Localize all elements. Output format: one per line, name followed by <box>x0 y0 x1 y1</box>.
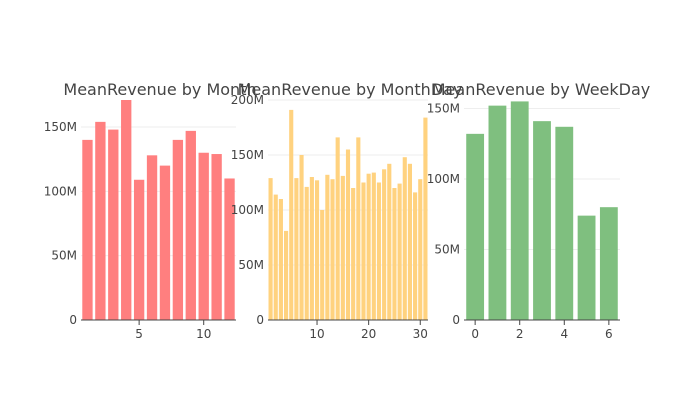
bar <box>387 163 392 320</box>
bar <box>133 179 145 320</box>
bar <box>121 100 132 320</box>
bar <box>510 101 529 321</box>
bar <box>172 139 184 320</box>
bar <box>345 149 351 320</box>
y-tick-label: 0 <box>452 313 460 327</box>
y-tick-label: 0 <box>69 313 77 327</box>
x-tick-label: 10 <box>309 327 324 341</box>
bar <box>314 180 320 320</box>
bar <box>320 210 325 320</box>
chart-panel-3: 0 50M 100M 150M 0 2 4 6 MeanRevenue by WeekDay <box>427 80 651 341</box>
bar <box>376 182 382 320</box>
bar <box>198 152 209 320</box>
x-tick-label: 30 <box>413 327 428 341</box>
bar <box>533 121 551 321</box>
bar <box>294 178 299 320</box>
x-tick-label: 4 <box>560 327 568 341</box>
x-tick-label: 2 <box>516 327 524 341</box>
bar <box>577 215 596 320</box>
x-tick-label: 5 <box>135 327 143 341</box>
y-tick-label: 50M <box>51 249 77 263</box>
bar <box>382 169 387 320</box>
bar <box>299 155 304 320</box>
bar <box>309 177 314 320</box>
bar <box>340 175 345 320</box>
bar <box>413 192 418 320</box>
bar <box>278 199 283 320</box>
chart-panel-1: 0 50M 100M 150M 5 10 MeanRevenue by Month <box>44 80 257 341</box>
bar <box>224 178 235 320</box>
bar <box>335 137 340 320</box>
bar <box>371 172 376 320</box>
bar <box>418 179 423 320</box>
bar <box>95 121 106 321</box>
y-tick-label: 150M <box>231 148 264 162</box>
bar <box>284 230 289 320</box>
bar <box>402 157 407 320</box>
y-tick-label: 150M <box>44 120 77 134</box>
chart-title: MeanRevenue by MonthDay <box>238 80 463 99</box>
bar <box>185 130 196 320</box>
bar <box>555 126 574 321</box>
y-tick-label: 100M <box>231 203 264 217</box>
bar <box>325 174 330 320</box>
y-tick-label: 150M <box>427 101 460 115</box>
bar <box>273 194 278 320</box>
y-tick-label: 0 <box>256 313 264 327</box>
bar <box>268 178 273 320</box>
y-tick-label: 100M <box>44 184 77 198</box>
chart-title: MeanRevenue by WeekDay <box>432 80 651 99</box>
x-tick-label: 6 <box>605 327 613 341</box>
bar <box>304 186 309 320</box>
y-tick-label: 50M <box>238 258 264 272</box>
chart-title: MeanRevenue by Month <box>63 80 256 99</box>
bar <box>356 137 361 320</box>
y-tick-label: 100M <box>427 172 460 186</box>
y-tick-label: 200M <box>231 93 264 107</box>
bar <box>599 207 618 320</box>
bar <box>488 105 507 321</box>
bar <box>289 109 294 321</box>
bar <box>466 133 485 320</box>
bar <box>211 154 222 320</box>
bar <box>159 165 171 320</box>
y-tick-label: 50M <box>434 242 460 256</box>
bar <box>108 129 119 320</box>
x-tick-label: 0 <box>471 327 479 341</box>
bar <box>146 155 158 320</box>
bar <box>366 173 371 320</box>
bar <box>397 183 402 320</box>
x-tick-label: 20 <box>361 327 376 341</box>
bar <box>361 182 366 320</box>
bar <box>82 139 93 320</box>
bar <box>330 179 335 320</box>
bar <box>351 188 356 320</box>
bar <box>423 117 428 320</box>
x-tick-label: 10 <box>196 327 211 341</box>
chart-panel-2: 0 50M 100M 150M 200M 10 20 30 MeanRevenue by Mon… <box>231 80 463 341</box>
bar <box>407 163 412 320</box>
bar <box>392 188 397 320</box>
